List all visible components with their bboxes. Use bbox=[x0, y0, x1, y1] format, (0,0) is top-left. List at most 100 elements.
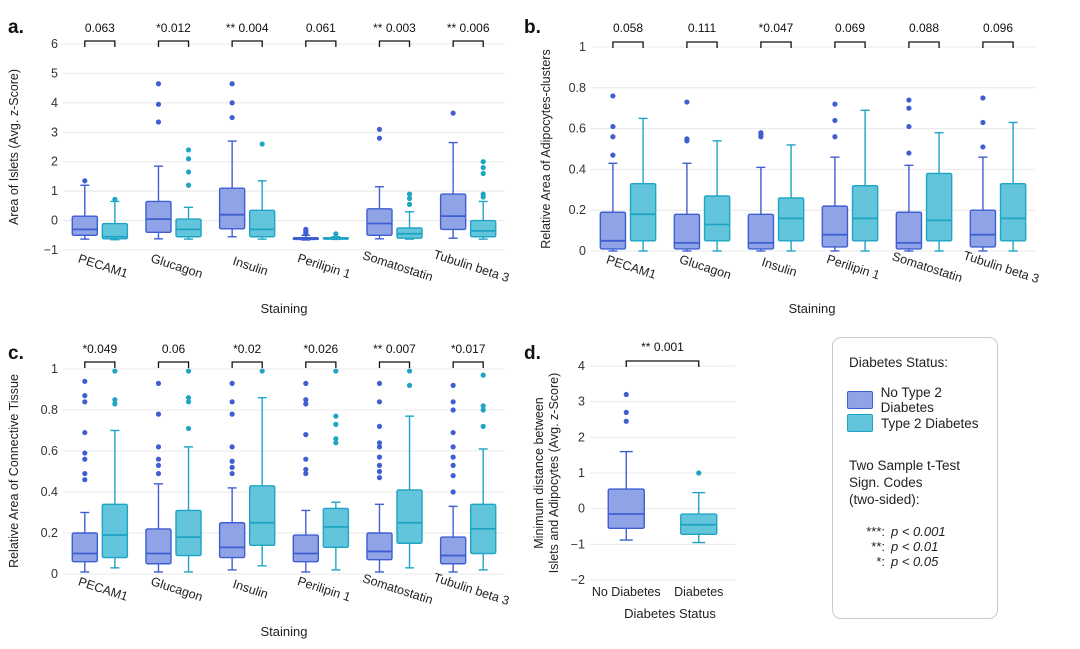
outlier-point bbox=[185, 425, 192, 432]
outlier-point bbox=[450, 489, 456, 495]
x-tick-label: Perilipin 1 bbox=[296, 574, 353, 604]
outlier-point bbox=[333, 436, 339, 442]
significance-label: *0.017 bbox=[451, 342, 486, 356]
box-iqr bbox=[292, 534, 320, 563]
y-tick-label: 0.4 bbox=[569, 162, 586, 176]
significance-bracket bbox=[908, 41, 940, 48]
box bbox=[101, 196, 129, 241]
y-tick-label: 0 bbox=[579, 244, 586, 258]
outlier-point bbox=[376, 468, 383, 475]
outlier-point bbox=[155, 411, 162, 417]
box-iqr bbox=[673, 213, 701, 250]
x-tick-label: PECAM1 bbox=[76, 575, 129, 604]
outlier-point bbox=[229, 458, 235, 464]
box-iqr bbox=[439, 193, 467, 231]
outlier-point bbox=[112, 401, 118, 407]
outlier-point bbox=[623, 391, 629, 398]
y-tick-label: 0.6 bbox=[41, 444, 58, 458]
outlier-point bbox=[623, 409, 629, 415]
significance-label: ** 0.007 bbox=[373, 342, 416, 356]
box bbox=[101, 368, 129, 569]
outlier-point bbox=[376, 444, 383, 450]
box-iqr bbox=[71, 532, 99, 563]
legend-label-t2d: Type 2 Diabetes bbox=[881, 415, 979, 431]
outlier-point bbox=[610, 152, 616, 158]
x-tick-label: Glucagon bbox=[678, 252, 733, 282]
significance-bracket bbox=[982, 41, 1014, 48]
outlier-point bbox=[229, 464, 235, 470]
x-tick-label: Somatostatin bbox=[890, 249, 964, 285]
significance-bracket bbox=[378, 361, 411, 368]
outlier-point bbox=[229, 470, 235, 477]
outlier-point bbox=[480, 403, 486, 409]
outlier-point bbox=[82, 450, 88, 456]
legend-box: Diabetes Status: No Type 2 Diabetes Type… bbox=[832, 337, 998, 619]
x-tick-label: Insulin bbox=[231, 254, 270, 278]
y-tick-label: 2 bbox=[51, 155, 58, 169]
legend-label-no-t2d: No Type 2 Diabetes bbox=[880, 385, 942, 415]
significance-bracket bbox=[157, 361, 190, 368]
y-axis-label: Relative Area of Adipocytes-clusters bbox=[539, 49, 553, 248]
y-axis-label: Area of Islets (Avg. z-Score) bbox=[7, 69, 21, 225]
outlier-point bbox=[376, 380, 383, 386]
significance-label: ** 0.004 bbox=[226, 21, 269, 35]
significance-label: 0.058 bbox=[613, 21, 643, 35]
box bbox=[703, 140, 731, 252]
outlier-point bbox=[376, 475, 383, 481]
box-iqr bbox=[777, 197, 805, 242]
box-iqr bbox=[71, 215, 99, 236]
panel-letter: b. bbox=[524, 17, 541, 38]
outlier-point bbox=[155, 101, 162, 107]
outlier-point bbox=[980, 144, 986, 150]
box-iqr bbox=[322, 507, 350, 549]
legend-swatch-no-t2d bbox=[847, 391, 873, 409]
significance-label: *0.047 bbox=[759, 21, 794, 35]
box bbox=[680, 470, 718, 544]
y-tick-label: 4 bbox=[578, 359, 585, 373]
significance-label: 0.063 bbox=[85, 21, 115, 35]
y-tick-label: 1 bbox=[51, 362, 58, 376]
outlier-point bbox=[333, 413, 339, 419]
outlier-point bbox=[333, 231, 339, 237]
outlier-point bbox=[406, 382, 413, 388]
legend-title: Diabetes Status: bbox=[849, 355, 949, 370]
outlier-point bbox=[82, 429, 88, 436]
outlier-point bbox=[112, 397, 118, 403]
outlier-point bbox=[450, 382, 456, 388]
outlier-point bbox=[303, 380, 309, 386]
box bbox=[969, 95, 997, 252]
y-axis-label-line: Area of Islets (Avg. z-Score) bbox=[7, 69, 21, 225]
y-tick-label: 0 bbox=[51, 214, 58, 228]
box-iqr bbox=[396, 489, 423, 544]
outlier-point bbox=[832, 134, 838, 140]
box bbox=[439, 382, 467, 573]
outlier-point bbox=[376, 462, 383, 468]
box-iqr bbox=[851, 185, 879, 242]
box-iqr bbox=[175, 218, 202, 238]
outlier-point bbox=[259, 141, 265, 147]
outlier-point bbox=[112, 196, 118, 202]
significance-bracket bbox=[612, 41, 644, 48]
x-axis-title: Diabetes Status bbox=[624, 606, 716, 621]
box-iqr bbox=[175, 509, 202, 557]
y-tick-label: 0.4 bbox=[41, 485, 58, 499]
y-tick-label: 0.6 bbox=[569, 122, 586, 136]
outlier-point bbox=[229, 114, 235, 121]
box-iqr bbox=[145, 528, 172, 565]
significance-label: ** 0.001 bbox=[641, 340, 684, 354]
significance-label: 0.088 bbox=[909, 21, 939, 35]
outlier-point bbox=[185, 182, 192, 188]
outlier-point bbox=[906, 123, 912, 130]
outlier-point bbox=[376, 440, 383, 446]
significance-label: *0.049 bbox=[82, 342, 117, 356]
outlier-point bbox=[155, 462, 162, 468]
y-tick-label: 0.2 bbox=[569, 203, 586, 217]
y-tick-label: 0 bbox=[578, 502, 585, 516]
y-tick-label: 3 bbox=[578, 395, 585, 409]
outlier-point bbox=[112, 368, 118, 374]
x-tick-label: Tubulin beta 3 bbox=[432, 570, 511, 608]
outlier-point bbox=[450, 110, 456, 116]
x-tick-label: Insulin bbox=[760, 255, 799, 279]
box-iqr bbox=[366, 532, 393, 561]
outlier-point bbox=[980, 95, 986, 101]
